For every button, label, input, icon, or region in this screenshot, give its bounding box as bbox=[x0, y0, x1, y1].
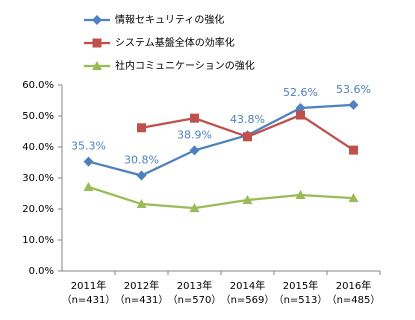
marker bbox=[136, 199, 147, 209]
legend-marker bbox=[92, 38, 102, 48]
x-tick-label: 2011年 bbox=[71, 279, 106, 292]
x-tick-sublabel: （n=513） bbox=[274, 294, 328, 306]
legend-label: 情報セキュリティの強化 bbox=[115, 13, 224, 26]
series-line bbox=[88, 185, 354, 210]
legend-marker bbox=[92, 61, 102, 70]
marker bbox=[243, 132, 252, 142]
marker bbox=[83, 181, 94, 191]
x-tick-label: 2014年 bbox=[230, 279, 265, 292]
x-tick-sublabel: （n=570） bbox=[168, 294, 222, 306]
data-label: 35.3% bbox=[71, 140, 106, 153]
marker bbox=[189, 145, 200, 156]
y-tick-label: 0.0% bbox=[29, 266, 54, 277]
x-tick-label: 2016年 bbox=[336, 279, 371, 292]
legend-marker bbox=[92, 15, 102, 25]
marker bbox=[136, 170, 147, 181]
marker bbox=[190, 113, 199, 123]
y-tick-label: 60.0% bbox=[22, 80, 54, 91]
y-tick-label: 20.0% bbox=[22, 204, 54, 215]
x-tick-label: 2015年 bbox=[283, 279, 318, 292]
marker bbox=[242, 195, 253, 205]
data-label: 43.8% bbox=[230, 113, 265, 126]
data-label: 30.8% bbox=[124, 154, 159, 167]
data-label: 38.9% bbox=[177, 128, 212, 141]
legend-label: システム基盤全体の効率化 bbox=[115, 36, 235, 49]
marker bbox=[83, 156, 94, 167]
data-label: 53.6% bbox=[336, 83, 371, 96]
y-tick-label: 50.0% bbox=[22, 111, 54, 122]
legend-label: 社内コミュニケーションの強化 bbox=[115, 59, 255, 72]
x-tick-label: 2013年 bbox=[177, 279, 212, 292]
x-tick-sublabel: （n=431） bbox=[62, 294, 116, 306]
y-tick-label: 40.0% bbox=[22, 142, 54, 153]
marker bbox=[348, 99, 359, 110]
marker bbox=[189, 203, 200, 213]
x-tick-label: 2012年 bbox=[124, 279, 159, 292]
marker bbox=[296, 110, 305, 120]
x-tick-sublabel: （n=569） bbox=[221, 294, 275, 306]
series-line bbox=[88, 103, 354, 177]
x-tick-sublabel: （n=431） bbox=[115, 294, 169, 306]
y-tick-label: 30.0% bbox=[22, 173, 54, 184]
marker bbox=[295, 190, 306, 200]
marker bbox=[137, 123, 146, 133]
data-label: 52.6% bbox=[283, 86, 318, 99]
marker bbox=[295, 102, 306, 113]
x-tick-sublabel: （n=485） bbox=[327, 294, 381, 306]
marker bbox=[349, 145, 358, 155]
y-tick-label: 10.0% bbox=[22, 235, 54, 246]
marker bbox=[348, 193, 359, 203]
